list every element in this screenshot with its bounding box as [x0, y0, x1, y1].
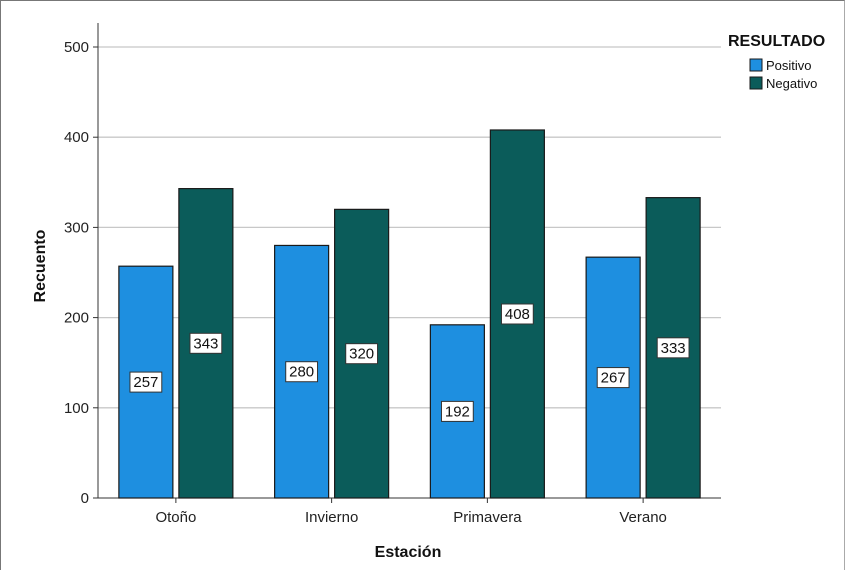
x-tick-label: Primavera [453, 509, 522, 526]
y-axis-title: Recuento [32, 229, 49, 302]
legend: RESULTADO Positivo Negativo [728, 33, 825, 91]
legend-entry: Positivo [766, 58, 812, 73]
data-label: 333 [661, 340, 686, 357]
data-label: 408 [505, 306, 530, 323]
bars [119, 130, 700, 498]
y-tick-label: 0 [81, 490, 89, 507]
y-tick-label: 500 [64, 39, 89, 56]
x-axis-title: Estación [375, 544, 442, 561]
data-label: 267 [601, 370, 626, 387]
y-tick-label: 100 [64, 400, 89, 417]
legend-title: RESULTADO [728, 33, 825, 50]
data-label: 280 [289, 364, 314, 381]
x-tick-label: Verano [619, 509, 667, 526]
data-label: 192 [445, 403, 470, 420]
x-tick-label: Invierno [305, 509, 358, 526]
legend-entry: Negativo [766, 76, 817, 91]
y-tick-label: 400 [64, 129, 89, 146]
legend-swatch [750, 59, 762, 71]
y-tick-label: 200 [64, 310, 89, 327]
data-label: 257 [133, 374, 158, 391]
x-tick-label: Otoño [155, 509, 196, 526]
data-label: 343 [193, 335, 218, 352]
legend-swatch [750, 77, 762, 89]
data-label: 320 [349, 346, 374, 363]
y-tick-label: 300 [64, 219, 89, 236]
